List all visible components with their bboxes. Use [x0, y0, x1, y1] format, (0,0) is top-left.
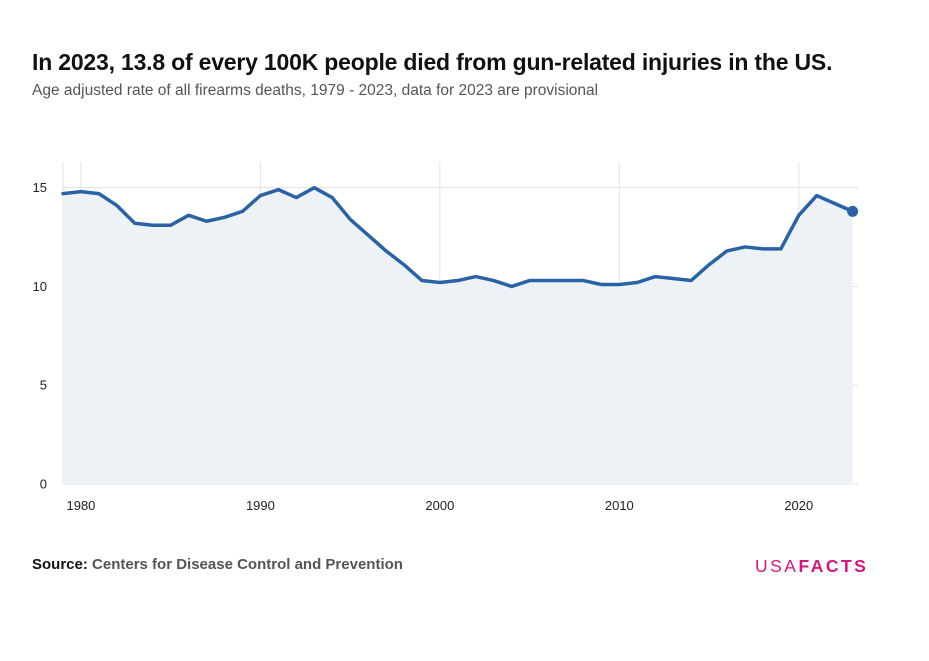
logo-part-facts: FACTS: [798, 556, 869, 576]
x-tick-label-1980: 1980: [66, 498, 95, 513]
x-axis-ticks: 1980 1990 2000 2010 2020: [66, 498, 813, 513]
data-point-2023: [847, 205, 859, 217]
x-tick-label-1990: 1990: [246, 498, 275, 513]
y-tick-label-15: 15: [33, 180, 47, 195]
y-tick-label-10: 10: [33, 279, 47, 294]
x-tick-label-2020: 2020: [784, 498, 813, 513]
y-tick-label-5: 5: [40, 378, 47, 393]
y-tick-label-0: 0: [40, 477, 47, 492]
chart-title: In 2023, 13.8 of every 100K people died …: [32, 49, 833, 75]
line-chart: 0 5 10 15 1980 1990 2000 2010 2020: [33, 162, 859, 513]
chart-subtitle: Age adjusted rate of all firearms deaths…: [32, 82, 599, 99]
source-text: Centers for Disease Control and Preventi…: [92, 556, 403, 573]
y-axis-ticks: 0 5 10 15: [33, 180, 47, 491]
usafacts-logo: USAFACTS: [755, 556, 868, 577]
series-line: [61, 185, 855, 289]
x-tick-label-2000: 2000: [425, 498, 454, 513]
logo-part-usa: USA: [755, 556, 799, 576]
x-tick-label-2010: 2010: [605, 498, 634, 513]
area-fill: [63, 187, 853, 484]
data-points: [847, 205, 859, 217]
source-label: Source:: [32, 556, 88, 573]
source-note: Source: Centers for Disease Control and …: [32, 556, 403, 573]
